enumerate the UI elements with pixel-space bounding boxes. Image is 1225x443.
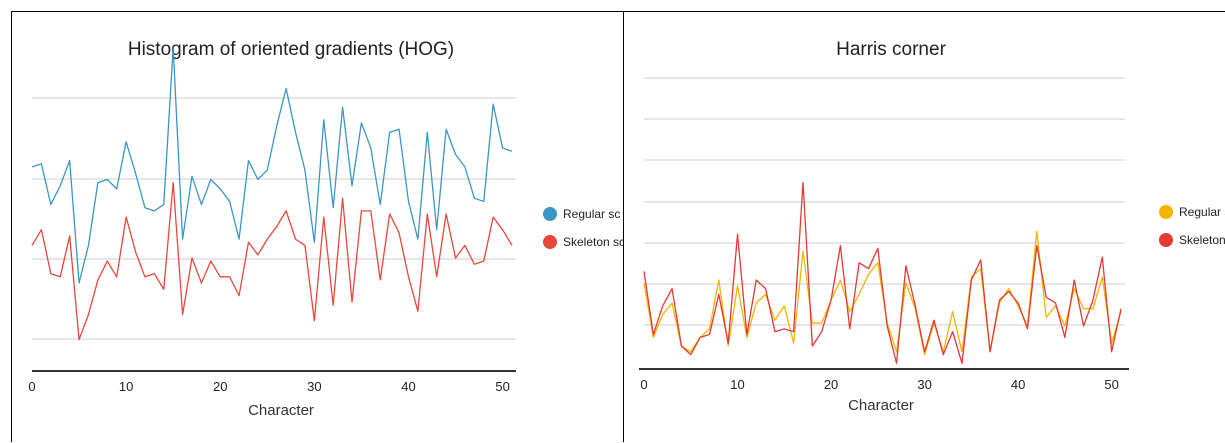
x-tick-30: 30 xyxy=(917,377,931,392)
chart-title: Harris corner xyxy=(836,39,946,60)
harris-chart-panel: Harris corner 0 10 20 30 40 50 Character Regu… xyxy=(623,11,1225,442)
legend-marker-1 xyxy=(1159,233,1173,247)
legend-label-0: Regular s xyxy=(1179,205,1225,219)
x-tick-50: 50 xyxy=(495,379,509,394)
series-lines xyxy=(643,181,1122,364)
series-line-0 xyxy=(643,230,1122,356)
x-tick-10: 10 xyxy=(119,379,133,394)
hog-chart-panel: Histogram of oriented gradients (HOG) 0 1… xyxy=(11,11,624,442)
x-tick-labels: 0 10 20 30 40 50 xyxy=(640,377,1118,392)
series-lines xyxy=(31,46,513,341)
x-tick-labels: 0 10 20 30 40 50 xyxy=(28,379,509,394)
x-tick-30: 30 xyxy=(307,379,321,394)
x-tick-50: 50 xyxy=(1104,377,1118,392)
x-tick-0: 0 xyxy=(640,377,647,392)
chart-title: Histogram of oriented gradients (HOG) xyxy=(128,39,454,60)
x-tick-10: 10 xyxy=(730,377,744,392)
x-tick-40: 40 xyxy=(401,379,415,394)
legend-marker-0 xyxy=(1159,205,1173,219)
x-axis-label: Character xyxy=(848,397,914,414)
x-tick-0: 0 xyxy=(28,379,35,394)
hog-chart: Histogram of oriented gradients (HOG) 0 1… xyxy=(28,39,624,419)
harris-chart: Harris corner 0 10 20 30 40 50 Character Regu… xyxy=(639,39,1225,414)
series-line-1 xyxy=(643,181,1122,364)
legend: Regular sc Skeleton sc xyxy=(543,207,624,249)
legend-marker-0 xyxy=(543,207,557,221)
legend-marker-1 xyxy=(543,235,557,249)
x-axis-label: Character xyxy=(248,402,314,419)
legend-label-0: Regular sc xyxy=(563,207,620,221)
legend: Regular s Skeleton xyxy=(1159,205,1225,247)
x-tick-20: 20 xyxy=(213,379,227,394)
gridlines xyxy=(32,97,516,340)
gridlines xyxy=(644,77,1125,326)
series-line-0 xyxy=(31,46,513,284)
x-tick-40: 40 xyxy=(1011,377,1025,392)
legend-label-1: Skeleton sc xyxy=(563,235,624,249)
legend-label-1: Skeleton xyxy=(1179,233,1225,247)
series-line-1 xyxy=(31,181,513,341)
x-tick-20: 20 xyxy=(824,377,838,392)
